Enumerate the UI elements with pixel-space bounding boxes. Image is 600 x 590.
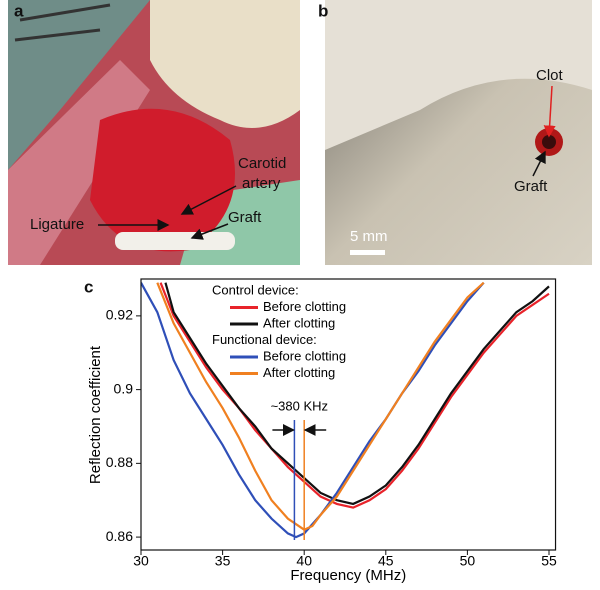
y-tick-label: 0.88	[106, 454, 133, 470]
x-tick-label: 35	[215, 553, 231, 569]
annotation: artery	[242, 175, 281, 192]
x-tick-label: 30	[133, 553, 149, 569]
x-tick-label: 50	[460, 553, 476, 569]
x-axis-title: Frequency (MHz)	[290, 567, 406, 584]
photo-b: b Clot Graft 5 mm	[318, 0, 592, 265]
chart: 30 35 40 45 50 55 0.86 0.88 0.9 0.92 ~380 KHz Frequ…	[87, 278, 557, 584]
scale-bar	[350, 250, 385, 255]
line-series	[156, 281, 485, 531]
panel-label: a	[14, 1, 24, 20]
plot-frame	[140, 278, 557, 551]
line-series	[159, 282, 550, 509]
legend-group: Functional device:	[212, 332, 317, 347]
annotation: Graft	[228, 209, 262, 226]
legend-label: Before clotting	[263, 348, 346, 363]
y-tick-label: 0.92	[106, 307, 133, 323]
legend-label: After clotting	[263, 315, 335, 330]
photo-a: a Carotid artery Ligature Graft	[8, 0, 300, 265]
annotation: Clot	[536, 67, 564, 84]
scale-bar-label: 5 mm	[350, 228, 388, 245]
annotation: ~380 KHz	[271, 398, 328, 413]
x-tick-label: 40	[296, 553, 312, 569]
y-tick-label: 0.9	[114, 380, 134, 396]
annotation: Ligature	[30, 216, 84, 233]
annotation: Graft	[514, 178, 548, 195]
panel-label: c	[84, 277, 93, 296]
legend-label: After clotting	[263, 365, 335, 380]
line-series	[164, 282, 550, 506]
x-tick-label: 55	[541, 553, 557, 569]
y-tick-label: 0.86	[106, 528, 133, 544]
panel-label: b	[318, 1, 328, 20]
x-tick-label: 45	[378, 553, 394, 569]
legend-group: Control device:	[212, 282, 299, 297]
y-axis-title: Reflection coefficient	[87, 345, 104, 484]
annotation: Carotid	[238, 155, 286, 172]
legend-label: Before clotting	[263, 299, 346, 314]
